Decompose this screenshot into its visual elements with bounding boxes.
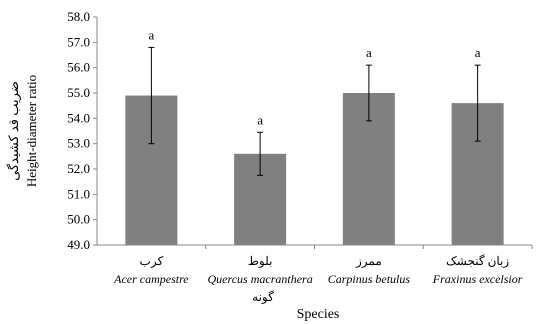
y-tick-label: 54.0 [67,110,90,125]
y-tick-label: 55.0 [67,85,90,100]
x-axis-categories: کرب Acer campestre بلوط Quercus macranthera… [113,245,533,286]
x-category-label-sci: Quercus macranthera [208,272,313,286]
y-tick-label: 49.0 [67,237,90,252]
y-tick-label: 51.0 [67,186,90,201]
x-axis-title: Species [297,307,340,322]
x-category-label-fa: زبان گنجشک [446,254,509,268]
significance-label: a [475,45,481,60]
x-category-label-sci: Carpinus betulus [328,272,411,286]
y-tick-label: 58.0 [67,9,90,24]
y-tick-label: 57.0 [67,34,90,49]
significance-label: a [366,45,372,60]
x-category-label-fa: ممرز [355,254,382,268]
x-category-label-sci: Fraxinus excelsior [432,272,523,286]
y-axis-title-fa: ضریب قد کشیدگی [6,81,22,181]
x-axis-title-fa: گونه [252,290,274,304]
y-tick-label: 56.0 [67,60,90,75]
significance-label: a [148,27,154,42]
y-tick-label: 50.0 [67,212,90,227]
x-category-label-sci: Acer campestre [113,272,189,286]
significance-label: a [257,112,263,127]
y-tick-label: 53.0 [67,136,90,151]
y-axis-title-en: Height-diameter ratio [24,75,39,187]
bars [125,93,504,246]
error-bars: a a a a [148,27,481,176]
y-tick-label: 52.0 [67,161,90,176]
x-category-label-fa: بلوط [248,254,273,268]
x-category-label-fa: کرب [140,254,164,268]
